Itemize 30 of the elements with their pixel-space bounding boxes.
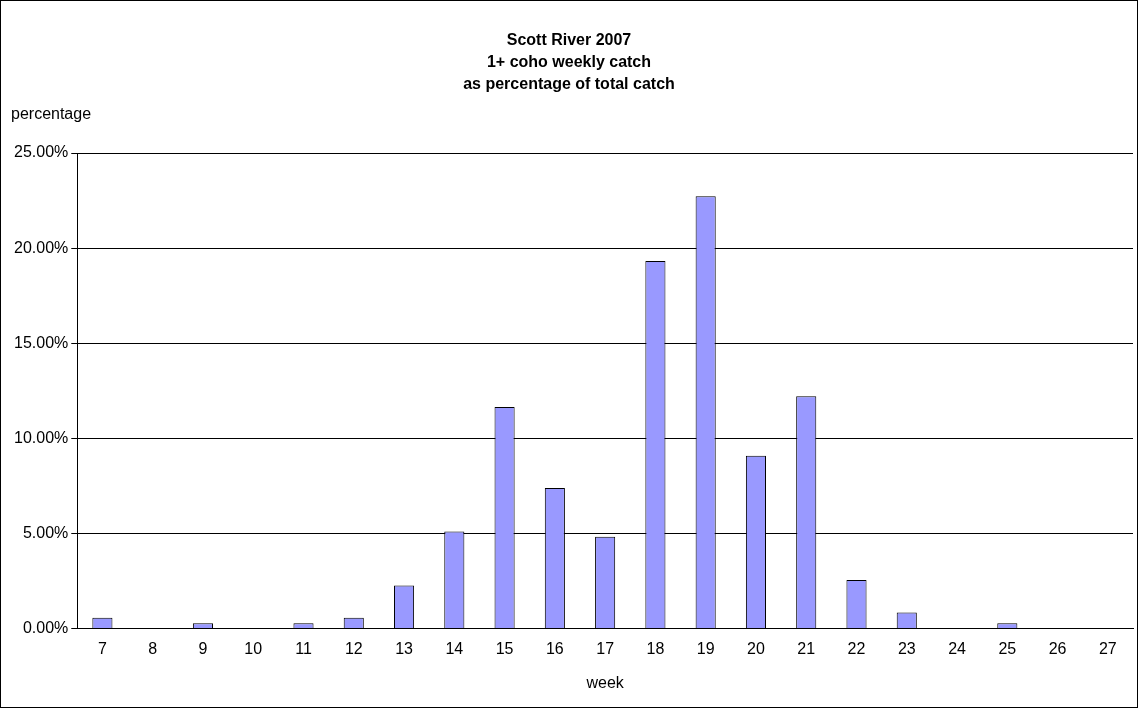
x-tick-label: 26 bbox=[1048, 639, 1067, 657]
y-tick-label: 25.00% bbox=[14, 143, 69, 161]
x-tick-label: 19 bbox=[696, 639, 715, 657]
x-tick-label: 24 bbox=[948, 639, 967, 657]
y-tick-label: 15.00% bbox=[14, 333, 69, 351]
x-tick-label: 11 bbox=[295, 639, 312, 657]
x-tick-label: 12 bbox=[344, 639, 363, 657]
x-tick-label: 15 bbox=[495, 639, 514, 657]
y-axis-title: percentage bbox=[11, 105, 92, 123]
x-tick-label: 27 bbox=[1098, 639, 1117, 657]
x-tick-label: 22 bbox=[847, 639, 866, 657]
x-tick-label: 13 bbox=[395, 639, 414, 657]
y-tick-label: 0.00% bbox=[22, 619, 69, 637]
x-tick-label: 7 bbox=[97, 639, 107, 657]
x-tick-label: 18 bbox=[646, 639, 665, 657]
x-tick-label: 9 bbox=[198, 639, 208, 657]
chart-title: Scott River 2007 1+ coho weekly catch as percentage of total catch bbox=[462, 30, 676, 94]
x-tick-label: 10 bbox=[244, 639, 263, 657]
x-tick-label: 25 bbox=[998, 639, 1017, 657]
y-tick-label: 5.00% bbox=[22, 523, 69, 541]
x-tick-label: 17 bbox=[596, 639, 615, 657]
x-tick-label: 14 bbox=[445, 639, 464, 657]
y-tick-label: 10.00% bbox=[14, 428, 69, 446]
x-tick-label: 23 bbox=[897, 639, 916, 657]
x-axis-title: week bbox=[585, 673, 625, 691]
x-tick-label: 21 bbox=[797, 639, 816, 657]
x-tick-label: 16 bbox=[545, 639, 564, 657]
x-tick-label: 8 bbox=[148, 639, 158, 657]
x-tick-label: 20 bbox=[747, 639, 765, 657]
y-tick-label: 20.00% bbox=[14, 238, 69, 256]
